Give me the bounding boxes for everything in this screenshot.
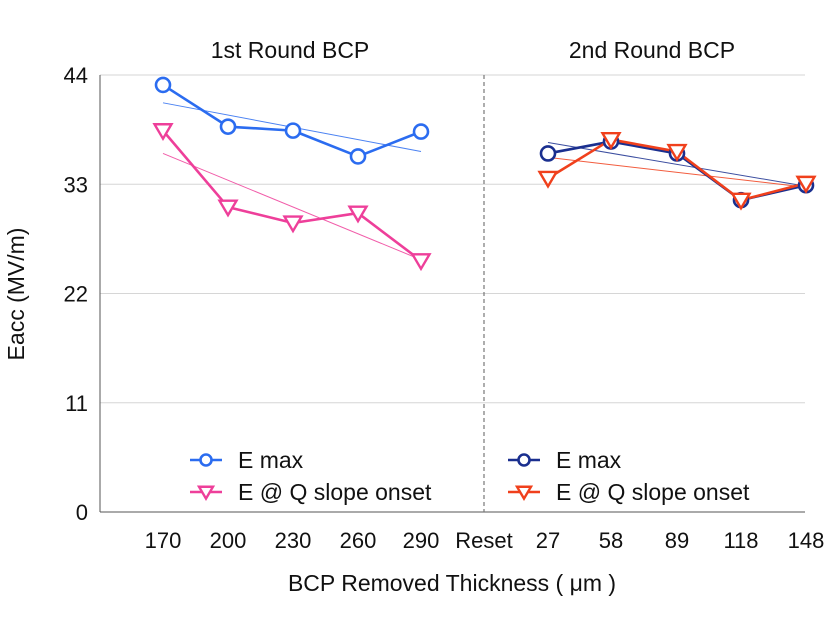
data-point xyxy=(349,148,367,165)
x-tick-label: 118 xyxy=(723,528,758,553)
x-tick-label: 148 xyxy=(788,528,825,553)
x-tick-label: 27 xyxy=(536,528,560,553)
data-point xyxy=(412,123,430,140)
trendline-p2-s1 xyxy=(547,142,807,187)
x-tick-label: 260 xyxy=(340,528,377,553)
panel-title-2: 2nd Round BCP xyxy=(569,37,735,63)
data-point xyxy=(410,253,432,272)
x-tick-labels: 170 200 230 260 290 27 58 89 118 148 xyxy=(145,528,825,553)
data-point xyxy=(154,76,172,94)
y-tick-label: 33 xyxy=(64,172,88,197)
y-axis-title: Eacc (MV/m) xyxy=(3,228,29,361)
y-tick-label: 44 xyxy=(64,63,88,88)
series-line-p1-s1 xyxy=(162,83,422,158)
series-lines xyxy=(152,76,817,272)
y-tick-label: 11 xyxy=(65,391,88,416)
x-tick-label: 89 xyxy=(665,528,689,553)
trendline-p1-s2 xyxy=(162,152,422,261)
data-point xyxy=(282,215,304,234)
data-point xyxy=(152,123,174,142)
legend-label: E max xyxy=(238,447,304,473)
data-point xyxy=(219,118,237,135)
reset-label: Reset xyxy=(455,528,512,553)
y-tick-label: 22 xyxy=(64,282,88,307)
legend-label: E @ Q slope onset xyxy=(238,479,432,505)
x-tick-label: 290 xyxy=(403,528,440,553)
y-tick-labels: 0 11 22 33 44 xyxy=(64,63,88,525)
x-tick-label: 58 xyxy=(599,528,623,553)
data-point xyxy=(217,199,239,218)
x-tick-label: 230 xyxy=(275,528,312,553)
legends: E max E @ Q slope onset E max E @ Q slope o… xyxy=(190,447,750,505)
x-tick-label: 200 xyxy=(210,528,247,553)
legend-label: E @ Q slope onset xyxy=(556,479,750,505)
legend-marker xyxy=(517,453,531,467)
gridlines xyxy=(100,74,805,404)
legend-label: E max xyxy=(556,447,622,473)
legend-marker xyxy=(199,453,213,467)
data-point xyxy=(539,145,557,162)
x-tick-label: 170 xyxy=(145,528,182,553)
data-point xyxy=(600,131,622,150)
legend-marker xyxy=(514,485,534,502)
data-point xyxy=(730,192,752,211)
series-line-p1-s2 xyxy=(162,129,422,262)
trendline-p2-s2 xyxy=(547,156,807,188)
panel-title-1: 1st Round BCP xyxy=(211,37,370,63)
data-point xyxy=(284,122,302,139)
data-point xyxy=(347,205,369,224)
legend-marker xyxy=(196,485,216,502)
data-point xyxy=(666,143,688,162)
data-point xyxy=(537,170,559,189)
x-axis-title: BCP Removed Thickness ( μm ) xyxy=(288,570,616,596)
data-point xyxy=(795,175,817,194)
y-tick-label: 0 xyxy=(76,500,88,525)
